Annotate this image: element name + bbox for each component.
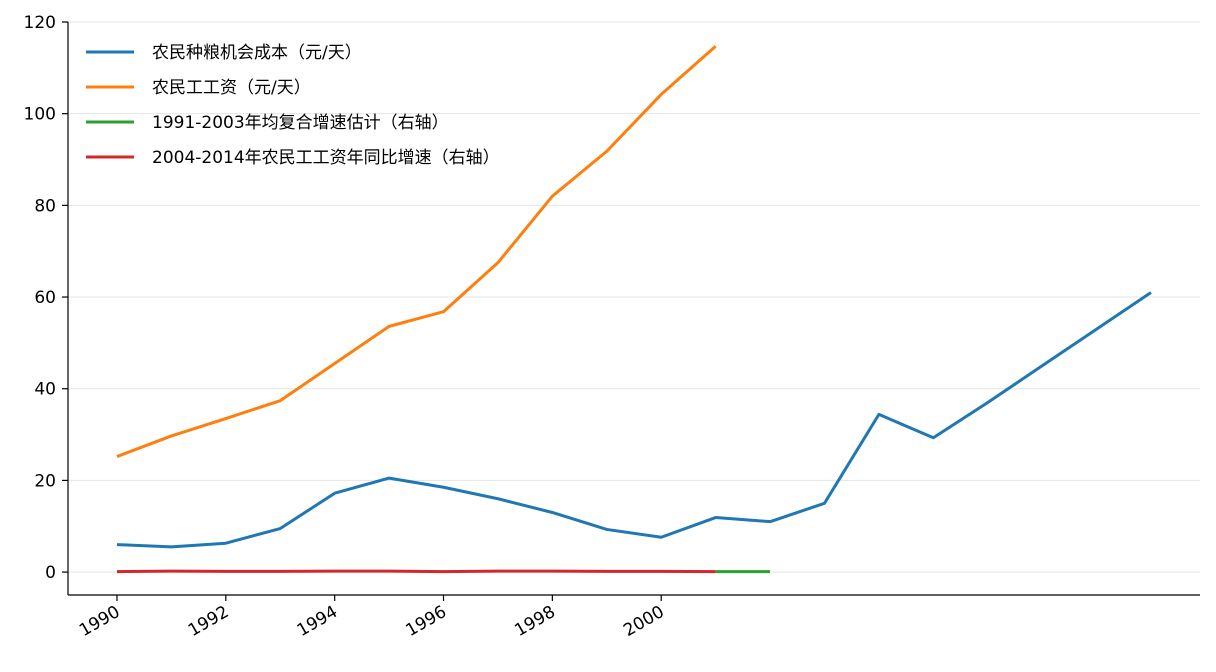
y-tick-label: 60	[34, 288, 56, 308]
x-tick-label: 2000	[620, 602, 667, 641]
legend-item: 农民种粮机会成本（元/天）	[86, 43, 362, 63]
x-tick-label: 1994	[294, 602, 341, 641]
series-line-2	[116, 45, 717, 458]
legend-label: 农民工工资（元/天）	[152, 78, 311, 98]
legend-item: 2004-2014年农民工工资年同比增速（右轴）	[86, 148, 500, 168]
y-tick-label: 120	[24, 13, 56, 33]
x-tick-label: 1990	[76, 602, 123, 641]
x-tick-label: 1992	[185, 602, 232, 641]
y-tick-label: 40	[34, 380, 56, 400]
legend-item: 1991-2003年均复合增速估计（右轴）	[86, 113, 449, 133]
y-tick-label: 0	[45, 563, 56, 583]
y-tick-label: 20	[34, 471, 56, 491]
y-tick-label: 80	[34, 196, 56, 216]
x-tick-label: 1996	[403, 602, 450, 641]
series-layer	[116, 45, 1152, 574]
grid-layer	[68, 21, 1200, 573]
y-tick-label: 100	[24, 105, 56, 125]
legend-label: 农民种粮机会成本（元/天）	[152, 43, 362, 63]
legend-label: 1991-2003年均复合增速估计（右轴）	[152, 113, 449, 133]
legend-item: 农民工工资（元/天）	[86, 78, 311, 98]
axes-layer: 0 20 40 60 80 100 120 1990 1992 1994 1996 1998 2000	[24, 13, 1200, 641]
legend: 农民种粮机会成本（元/天） 农民工工资（元/天） 1991-2003年均复合增速估计…	[86, 43, 500, 168]
legend-label: 2004-2014年农民工工资年同比增速（右轴）	[152, 148, 500, 168]
series-line-1	[116, 291, 1152, 549]
x-tick-label: 1998	[511, 602, 558, 641]
